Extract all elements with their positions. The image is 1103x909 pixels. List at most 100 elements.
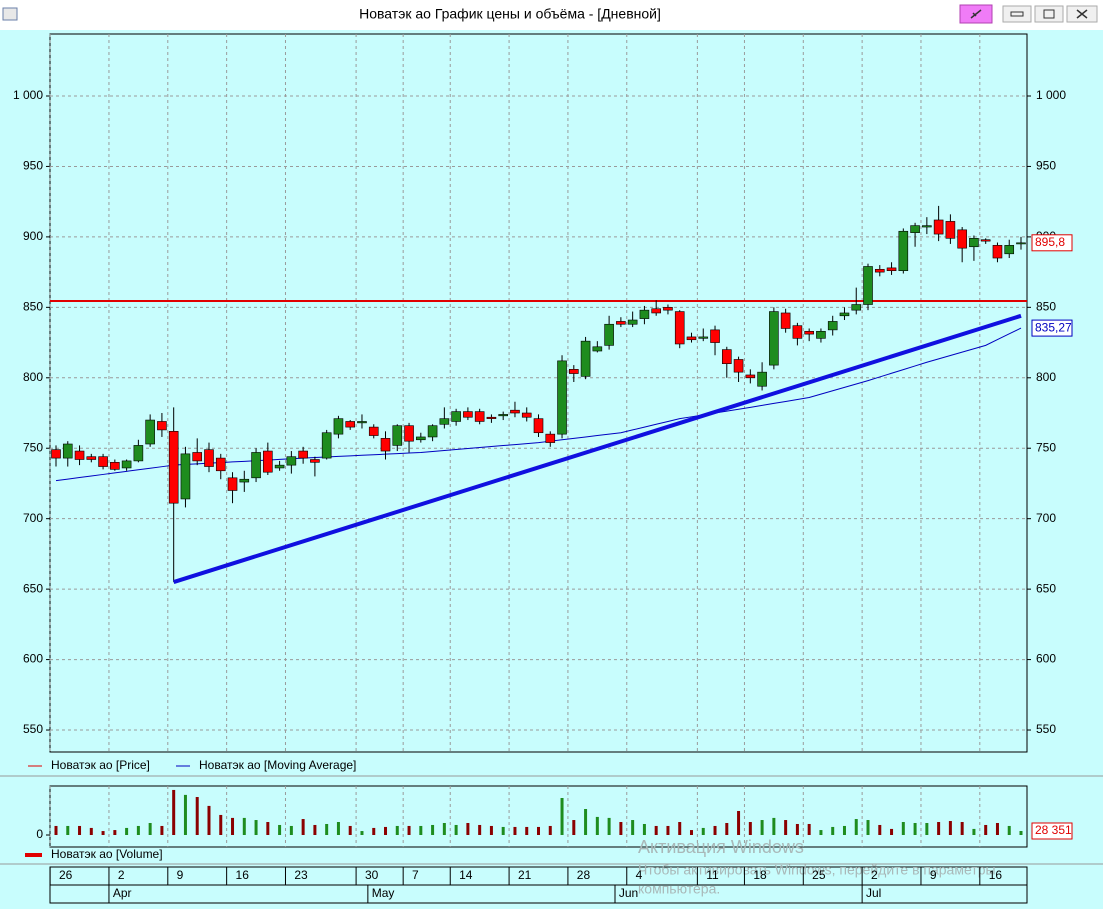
candle-body: [463, 411, 473, 418]
candle-body: [215, 457, 226, 472]
volume-bar: [807, 823, 811, 835]
x-tick-label: 4: [636, 868, 643, 882]
volume-bar: [584, 809, 588, 835]
candle-body: [204, 449, 214, 467]
candle-body: [580, 340, 591, 377]
candle-body: [98, 456, 108, 467]
candle-body: [51, 449, 61, 459]
candle-body: [251, 452, 261, 479]
x-tick-label: 14: [459, 868, 473, 882]
volume-bar: [642, 823, 646, 835]
volume-bar: [289, 825, 293, 835]
x-tick-label: 9: [177, 868, 184, 882]
month-label: Jun: [619, 886, 638, 900]
candle-body: [451, 411, 461, 422]
candle-body: [827, 321, 838, 331]
maximize-icon: [1043, 9, 1055, 19]
volume-bar: [242, 817, 246, 835]
candle-body: [745, 374, 756, 379]
candle-body: [639, 309, 650, 319]
volume-bar: [336, 822, 340, 835]
candle-body: [980, 239, 991, 242]
volume-bar: [890, 828, 894, 835]
volume-bar: [442, 822, 446, 835]
volume-bar: [384, 826, 388, 835]
candle-body: [886, 267, 897, 272]
volume-bar: [78, 825, 82, 835]
x-tick-label: 9: [930, 868, 937, 882]
y-tick-label: 950: [1036, 159, 1056, 173]
y-tick-label: 650: [1036, 581, 1056, 595]
x-tick-label: 25: [812, 868, 826, 882]
volume-bar: [913, 822, 917, 835]
volume-bar: [89, 827, 93, 835]
volume-bar: [948, 821, 952, 835]
last-value-box: [1031, 319, 1073, 337]
candle-body: [816, 330, 826, 339]
volume-bar: [878, 824, 882, 835]
candle-body: [274, 464, 285, 469]
volume-bar: [54, 825, 58, 835]
x-tick-label: 21: [518, 868, 532, 882]
volume-bar: [348, 825, 352, 835]
volume-bar: [925, 822, 929, 835]
candle-body: [263, 450, 273, 473]
candle-body: [733, 359, 744, 373]
candle-body: [945, 221, 956, 239]
x-tick-label: 23: [294, 868, 308, 882]
candle-body: [545, 433, 556, 443]
legend-label: Новатэк ао [Price]: [51, 758, 150, 772]
candle-body: [286, 456, 297, 466]
month-label: Jul: [866, 886, 881, 900]
volume-bar: [725, 822, 729, 835]
minimize-button[interactable]: [1002, 5, 1032, 23]
volume-bar: [525, 826, 529, 835]
candle-body: [874, 268, 885, 273]
candle-body: [333, 418, 344, 435]
candle-body: [486, 416, 497, 419]
chart-layer: 550 550 600 600 650 650 700 700 750 750 800 800 850 8…: [13, 34, 1073, 903]
volume-bar: [984, 824, 988, 835]
volume-bar: [548, 825, 552, 835]
candle-body: [569, 369, 579, 374]
chart-area: [0, 30, 1103, 904]
candle-body: [192, 452, 203, 462]
candle-body: [357, 421, 367, 424]
volume-bar: [572, 820, 576, 835]
window-icon: [2, 7, 18, 21]
y-tick-label: 600: [1036, 652, 1056, 666]
candle-body: [1016, 242, 1026, 245]
volume-bar: [760, 820, 764, 835]
candle-body: [180, 453, 191, 500]
maximize-button[interactable]: [1034, 5, 1064, 23]
title-bar: [0, 0, 1103, 30]
x-tick-label: 30: [365, 868, 379, 882]
candle-body: [404, 425, 414, 442]
candle-body: [62, 443, 73, 459]
link-icon: [970, 9, 982, 19]
candle-body: [780, 312, 791, 329]
candle-body: [380, 438, 391, 452]
candle-body: [863, 266, 873, 305]
candle-body: [239, 478, 250, 483]
volume-bar: [748, 822, 752, 835]
x-tick-label: 28: [577, 868, 591, 882]
candle-body: [698, 336, 709, 339]
legend-label: Новатэк ао [Volume]: [51, 847, 163, 861]
volume-bar: [995, 822, 999, 835]
volume-bar: [595, 816, 599, 835]
volume-bar: [678, 822, 682, 835]
price-plot-frame: [49, 33, 1028, 753]
volume-bar: [301, 819, 305, 835]
volume-bar: [701, 827, 705, 835]
volume-bar: [136, 825, 140, 835]
month-label: Apr: [113, 886, 132, 900]
minimize-icon: [1010, 11, 1024, 17]
x-tick-label: 26: [59, 868, 73, 882]
volume-bar: [631, 820, 635, 835]
candle-body: [521, 412, 532, 418]
candle-body: [592, 346, 603, 352]
candle-body: [851, 304, 862, 311]
candle-body: [110, 462, 120, 470]
